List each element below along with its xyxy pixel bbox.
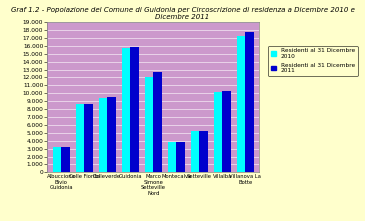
Bar xyxy=(214,93,222,172)
Bar xyxy=(61,147,70,172)
Bar xyxy=(53,147,61,172)
Bar xyxy=(76,104,84,172)
Bar xyxy=(153,72,162,172)
Bar xyxy=(107,97,116,172)
Bar xyxy=(199,131,208,172)
Bar xyxy=(130,47,139,172)
Bar xyxy=(176,142,185,172)
Bar xyxy=(245,32,254,172)
Text: Graf 1.2 - Popolazione del Comune di Guidonia per Circoscrizione di residenza a : Graf 1.2 - Popolazione del Comune di Gui… xyxy=(11,7,354,20)
Bar xyxy=(237,36,245,172)
Bar xyxy=(84,104,93,172)
Bar xyxy=(99,98,107,172)
Bar xyxy=(222,91,231,172)
Legend: Residenti al 31 Dicembre
2010, Residenti al 31 Dicembre
2011: Residenti al 31 Dicembre 2010, Residenti… xyxy=(268,46,358,76)
Bar xyxy=(191,131,199,172)
Bar xyxy=(145,77,153,172)
Bar xyxy=(122,48,130,172)
Bar xyxy=(168,142,176,172)
